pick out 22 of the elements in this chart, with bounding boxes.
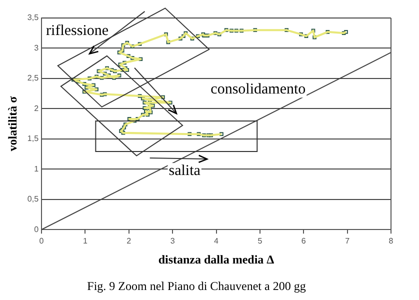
- y-tick-label: 2,5: [27, 74, 40, 83]
- x-tick-label: 7: [345, 236, 350, 246]
- x-tick-label: 4: [214, 236, 220, 246]
- y-tick-label: 3: [34, 43, 40, 52]
- x-tick-label: 3: [170, 236, 176, 246]
- y-tick-label: 0: [34, 224, 40, 234]
- x-tick-label: 8: [388, 236, 394, 246]
- text: Fig. 9 Zoom nel Piano di Chauvenet a 200 gg: [87, 278, 306, 293]
- x-tick-label: 1: [82, 236, 88, 246]
- x-tick-label: 5: [258, 236, 263, 246]
- y-tick-label: 2: [34, 104, 40, 113]
- y-tick-label: 1: [34, 164, 40, 174]
- x-axis-title: distanza dalla media Δ: [158, 252, 275, 266]
- annotation: salita: [168, 162, 201, 179]
- annotation: consolidamento: [210, 82, 306, 98]
- y-tick-label: 1,5: [27, 134, 40, 144]
- y-tick-label: 0,5: [27, 194, 40, 204]
- y-axis-title: volatilità σ: [5, 96, 20, 152]
- y-tick-label: 3,5: [27, 13, 40, 22]
- x-tick-label: 2: [126, 236, 132, 246]
- x-tick-label: 6: [301, 236, 306, 246]
- annotation: riflessione: [46, 22, 109, 39]
